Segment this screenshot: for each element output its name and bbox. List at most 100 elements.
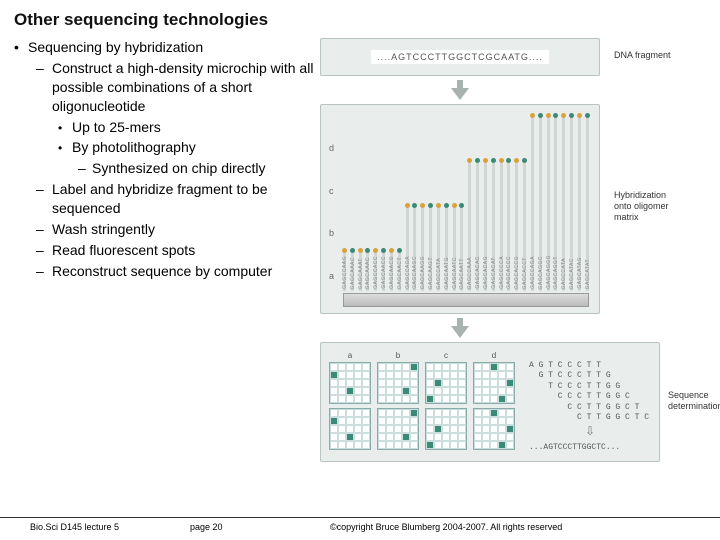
fluorescent-tip-icon [428, 203, 433, 208]
arrow-down-icon [320, 318, 600, 338]
grid-label: a [329, 351, 371, 360]
grid-cell [394, 387, 402, 395]
grid-cell [442, 363, 450, 371]
grid-box [377, 408, 419, 450]
grid-cell [458, 417, 466, 425]
grid-cell [450, 417, 458, 425]
label-hybridization-matrix: Hybridization onto oligomer matrix [614, 190, 669, 222]
oligomer-sequence: GAGCAAGT [428, 257, 434, 289]
grid-cell [402, 425, 410, 433]
arrow-down-icon [320, 80, 600, 100]
row-label: b [329, 228, 334, 238]
grid-cell [490, 363, 498, 371]
grid-cell [474, 409, 482, 417]
grid-cell [458, 387, 466, 395]
grid-cell [346, 363, 354, 371]
grid-cell [434, 371, 442, 379]
grid-cell [410, 371, 418, 379]
slide-body: Sequencing by hybridization Construct a … [14, 38, 706, 462]
oligomer-bar: GAGCACAG [484, 161, 487, 291]
grid-cell [386, 371, 394, 379]
grid-cell [482, 433, 490, 441]
grid-cell [362, 417, 370, 425]
grid-cell [410, 379, 418, 387]
row-label: a [329, 271, 334, 281]
grid-cell [378, 395, 386, 403]
oligomer-bar: GAGCAAAT [359, 251, 362, 291]
grid-cell [386, 363, 394, 371]
grid-label: d [473, 351, 515, 360]
grid-cell [450, 425, 458, 433]
grid-cell [450, 441, 458, 449]
oligomer-bar: GAGCATAG [578, 116, 581, 291]
oligomer-bar: GAGCAAAC [366, 251, 369, 291]
grid-cell [378, 371, 386, 379]
fluorescent-tip-icon [365, 248, 370, 253]
final-sequence: ...AGTCCCTTGGCTC... [529, 443, 651, 453]
bullet-text: Construct a high-density microchip with … [52, 60, 313, 114]
oligomer-bar: GAGCAGGT [554, 116, 557, 291]
oligomer-bar: GAGCAAGC [413, 206, 416, 291]
grid-cell [330, 379, 338, 387]
grid-cell [386, 409, 394, 417]
seq-row: A G T C C C T T [529, 361, 651, 371]
oligomer-bar: GAGCCAAA [468, 161, 471, 291]
footer-left: Bio.Sci D145 lecture 5 [0, 522, 190, 532]
grid-cell [490, 425, 498, 433]
grid-cell [434, 379, 442, 387]
fluorescent-tip-icon [522, 158, 527, 163]
grid-cell [362, 433, 370, 441]
grid-cell [386, 433, 394, 441]
fluorescent-tip-icon [420, 203, 425, 208]
oligomer-sequence: GAGCACCG [514, 256, 520, 289]
grid-cell [394, 425, 402, 433]
fluorescent-tip-icon [436, 203, 441, 208]
grid-cell [434, 425, 442, 433]
grid-cell [394, 395, 402, 403]
grid-cell [354, 371, 362, 379]
grid-cell [426, 379, 434, 387]
grid-cell [426, 363, 434, 371]
oligomer-bar: GAGCCAGA [531, 116, 534, 291]
grid-cell [410, 387, 418, 395]
row-label: c [329, 186, 334, 196]
grid-cell [458, 441, 466, 449]
grid-cell [434, 363, 442, 371]
grid-cell [394, 379, 402, 387]
grid-cell [474, 433, 482, 441]
grid-cell [498, 371, 506, 379]
grid-cell [498, 417, 506, 425]
grid-cell [498, 363, 506, 371]
grid-cell [362, 441, 370, 449]
grid-cell [450, 363, 458, 371]
spot-grid: a [329, 351, 371, 453]
grid-box [329, 408, 371, 450]
grid-cell [450, 433, 458, 441]
grid-cell [346, 387, 354, 395]
oligomer-sequence: GAGCCATA [561, 258, 567, 289]
oligomer-sequence: GAGCAAGG [420, 256, 426, 289]
grid-cell [482, 409, 490, 417]
oligomer-bar: GAGCACAC [476, 161, 479, 291]
oligomer-sequence: GAGCCATA [436, 258, 442, 289]
grid-label: b [377, 351, 419, 360]
grid-cell [362, 387, 370, 395]
grid-cell [402, 395, 410, 403]
grid-cell [434, 417, 442, 425]
fluorescent-tip-icon [397, 248, 402, 253]
label-dna-fragment: DNA fragment [614, 50, 671, 61]
slide-title: Other sequencing technologies [14, 10, 706, 30]
label-line: Hybridization [614, 190, 669, 201]
grid-cell [474, 363, 482, 371]
oligomer-sequence: GAGCACAT [491, 257, 497, 289]
grid-box [377, 362, 419, 404]
grid-cell [450, 409, 458, 417]
oligomer-bar: GAGCAGGC [539, 116, 542, 291]
grid-cell [474, 441, 482, 449]
oligomer-bar: GAGCCAGA [406, 206, 409, 291]
grid-cell [506, 425, 514, 433]
grid-cell [394, 441, 402, 449]
grid-cell [474, 387, 482, 395]
grid-cell [506, 371, 514, 379]
grid-cell [482, 425, 490, 433]
